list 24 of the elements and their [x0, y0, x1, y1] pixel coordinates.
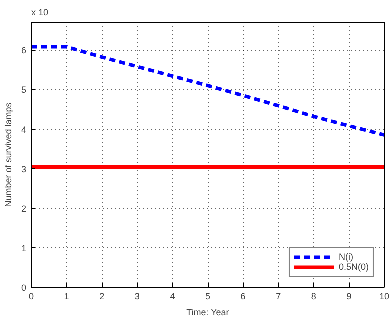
y-tick-label: 3 — [21, 164, 27, 174]
legend-label: 0.5N(0) — [338, 262, 369, 272]
x-tick-label: 7 — [276, 292, 282, 302]
x-tick-label: 6 — [240, 292, 246, 302]
y-tick-label: 5 — [21, 85, 27, 96]
text: x 10 — [32, 8, 49, 18]
y-tick-label: 6 — [21, 46, 27, 56]
x-tick-label: 10 — [379, 292, 390, 302]
x-tick-label: 9 — [346, 292, 352, 302]
y-tick-label: 4 — [21, 124, 27, 135]
y-tick-label: 1 — [21, 243, 27, 254]
x-tick-label: 3 — [134, 292, 140, 302]
x-tick-label: 5 — [205, 292, 211, 302]
x-tick-label: 1 — [64, 292, 70, 302]
x-tick-label: 2 — [100, 292, 105, 302]
x-axis-title: Time: Year — [186, 308, 230, 318]
y-tick-label: 0 — [21, 283, 27, 293]
x-tick-label: 0 — [28, 292, 34, 302]
x-tick-label: 4 — [170, 292, 176, 302]
x-tick-label: 8 — [311, 292, 316, 302]
y-axis-title: Number of survived lamps — [3, 102, 14, 208]
y-tick-label: 2 — [21, 204, 27, 214]
line-series — [32, 45, 384, 137]
legend-label: N(i) — [338, 252, 354, 262]
